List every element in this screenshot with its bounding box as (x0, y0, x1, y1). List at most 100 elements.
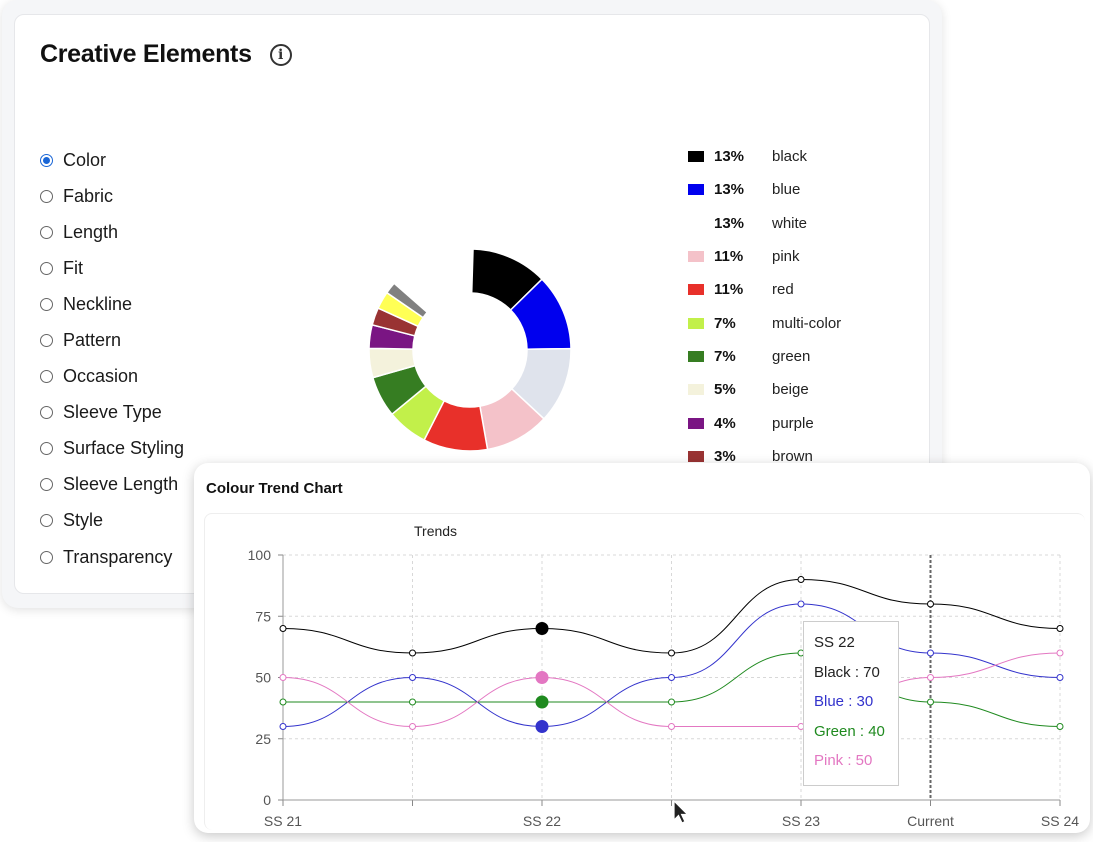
legend-item-red[interactable]: 11% red (688, 273, 841, 306)
radio-label: Sleeve Length (63, 474, 179, 495)
x-tick-label: SS 23 (782, 813, 820, 829)
data-point-blue[interactable] (535, 720, 549, 733)
legend-swatch (688, 350, 704, 362)
radio-label: Style (63, 510, 104, 531)
legend-item-brown[interactable]: 3% brown (688, 440, 841, 473)
data-point-blue[interactable] (1056, 674, 1064, 681)
chart-tooltip: SS 22 Black : 70 Blue : 30 Green : 40 Pink … (803, 621, 899, 786)
legend-percent: 13% (714, 148, 745, 166)
page-title: Creative Elements (40, 40, 252, 68)
radio-option-sleeve-length[interactable]: Sleeve Length (40, 467, 184, 503)
legend-percent: 7% (714, 314, 736, 332)
legend-item-green[interactable]: 7% green (688, 340, 841, 373)
radio-button[interactable] (40, 334, 53, 348)
data-point-black[interactable] (535, 622, 549, 635)
radio-label: Surface Styling (63, 438, 185, 459)
legend-swatch (688, 317, 704, 329)
radio-label: Sleeve Type (63, 402, 162, 423)
data-point-black[interactable] (409, 649, 416, 657)
data-point-green[interactable] (668, 698, 675, 706)
data-point-pink[interactable] (279, 674, 287, 681)
radio-button[interactable] (40, 370, 53, 384)
legend-swatch (688, 417, 704, 429)
radio-option-occasion[interactable]: Occasion (40, 359, 184, 395)
data-point-green[interactable] (279, 698, 287, 706)
legend-item-purple[interactable]: 4% purple (688, 406, 841, 439)
legend-swatch (688, 450, 704, 462)
radio-option-length[interactable]: Length (40, 214, 184, 250)
tooltip-row: Pink : 50 (814, 752, 873, 769)
radio-option-sleeve-type[interactable]: Sleeve Type (40, 395, 184, 431)
data-point-green[interactable] (1056, 723, 1064, 730)
radio-button[interactable] (40, 261, 53, 275)
data-point-black[interactable] (279, 625, 287, 632)
tooltip-title: SS 22 (814, 634, 855, 651)
radio-option-neckline[interactable]: Neckline (40, 286, 184, 322)
data-point-green[interactable] (535, 695, 549, 709)
data-point-blue[interactable] (409, 674, 416, 681)
radio-button[interactable] (40, 550, 53, 564)
radio-option-color[interactable]: Color (40, 142, 184, 178)
radio-label: Length (63, 221, 119, 242)
mouse-cursor-icon (673, 800, 689, 824)
data-point-pink[interactable] (668, 723, 675, 730)
radio-option-surface-styling[interactable]: Surface Styling (40, 431, 184, 467)
y-tick-label: 100 (248, 547, 272, 563)
colour-trend-card: Colour Trend Chart (194, 463, 1090, 833)
data-point-green[interactable] (927, 698, 934, 706)
data-point-black[interactable] (797, 576, 805, 583)
legend-label: multi-color (772, 314, 842, 332)
legend-item-beige[interactable]: 5% beige (688, 373, 841, 406)
legend-swatch (688, 184, 704, 196)
data-point-pink[interactable] (1056, 649, 1064, 657)
legend-label: blue (772, 181, 801, 199)
y-tick-label: 75 (255, 608, 271, 624)
radio-button[interactable] (40, 514, 53, 528)
data-point-black[interactable] (927, 600, 934, 608)
legend-item-white[interactable]: 13% white (688, 207, 841, 240)
creative-elements-card (2, 0, 942, 608)
legend-item-black[interactable]: 13% black (688, 140, 841, 173)
data-point-black[interactable] (668, 649, 675, 657)
radio-option-pattern[interactable]: Pattern (40, 322, 184, 358)
trend-chart-area (204, 513, 1085, 830)
legend-swatch (688, 217, 704, 229)
title-row: Creative Elements i (40, 40, 292, 69)
data-point-blue[interactable] (668, 674, 675, 681)
radio-option-fabric[interactable]: Fabric (40, 178, 184, 214)
legend-item-multi-color[interactable]: 7% multi-color (688, 306, 841, 339)
radio-button[interactable] (40, 189, 53, 203)
legend-swatch (688, 284, 704, 296)
radio-label: Pattern (63, 330, 122, 351)
radio-button[interactable] (40, 297, 53, 311)
x-tick-label: SS 24 (1041, 813, 1079, 829)
legend-percent: 7% (714, 347, 736, 365)
legend-label: purple (772, 414, 814, 432)
radio-option-style[interactable]: Style (40, 503, 184, 539)
legend-item-blue[interactable]: 13% blue (688, 173, 841, 206)
radio-option-transparency[interactable]: Transparency (40, 539, 184, 575)
radio-label: Fabric (63, 185, 114, 206)
legend-label: pink (772, 248, 800, 266)
data-point-blue[interactable] (797, 600, 805, 608)
data-point-pink[interactable] (409, 723, 416, 730)
data-point-green[interactable] (409, 698, 416, 706)
data-point-black[interactable] (1056, 625, 1064, 632)
radio-option-fit[interactable]: Fit (40, 250, 184, 286)
info-icon[interactable]: i (269, 43, 292, 66)
legend-item-pink[interactable]: 11% pink (688, 240, 841, 273)
legend-percent: 13% (714, 181, 745, 199)
donut-slice-extra-11[interactable] (385, 282, 429, 319)
data-point-pink[interactable] (927, 674, 934, 681)
data-point-pink[interactable] (535, 671, 549, 684)
data-point-blue[interactable] (279, 723, 287, 730)
radio-button[interactable] (40, 442, 53, 456)
attribute-radio-group: Color Fabric Length Fit Neckline Pattern Occas… (40, 142, 184, 575)
radio-button[interactable] (40, 225, 53, 239)
radio-button[interactable] (40, 406, 53, 420)
radio-button[interactable] (40, 478, 53, 492)
legend-label: brown (772, 447, 813, 465)
data-point-blue[interactable] (927, 649, 934, 657)
x-tick-label: SS 21 (264, 813, 302, 829)
radio-button[interactable] (40, 153, 53, 167)
